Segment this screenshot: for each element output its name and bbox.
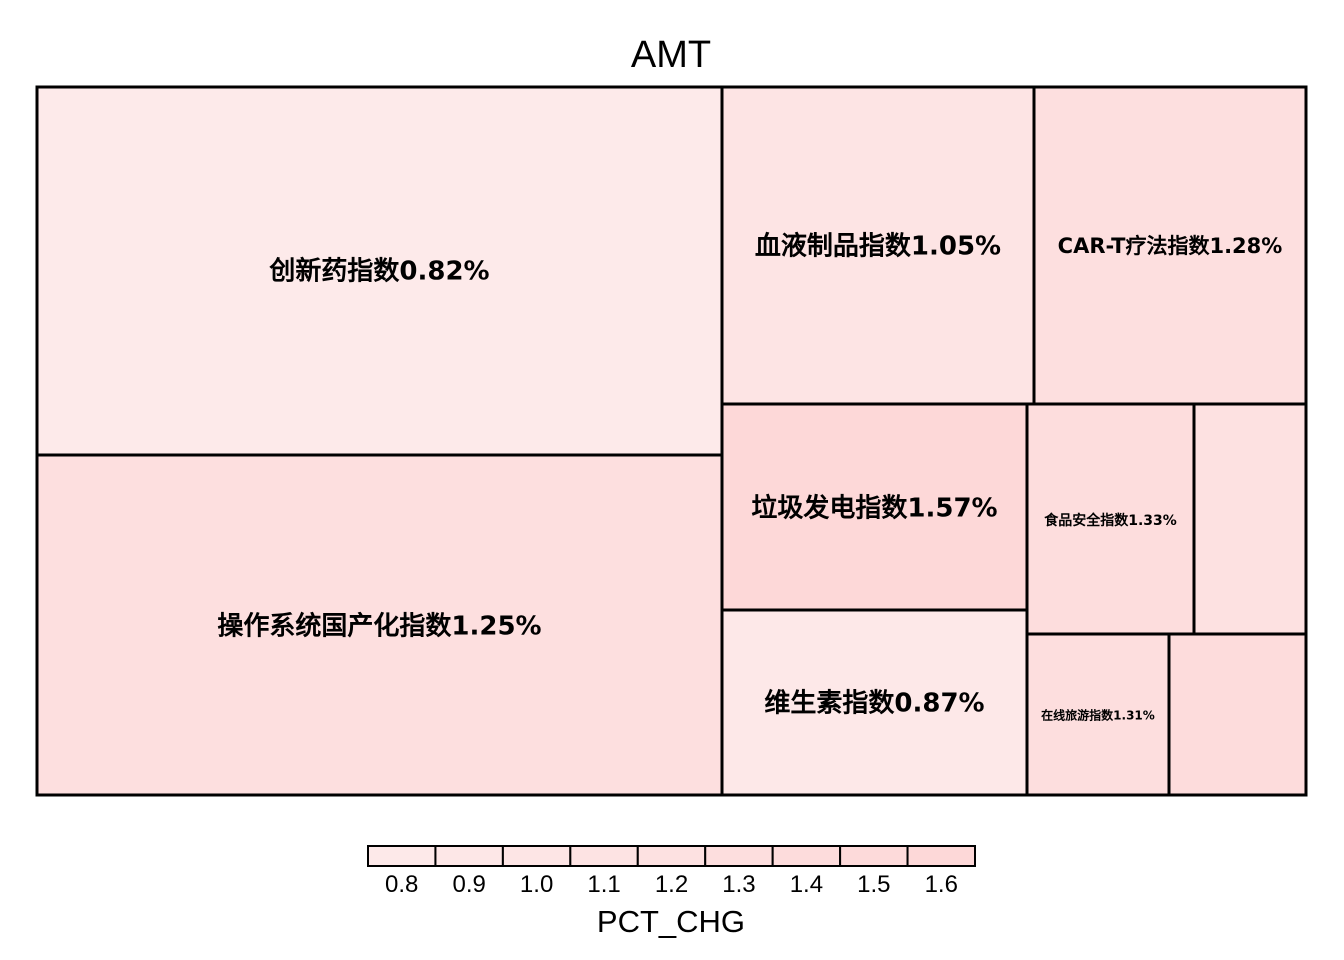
legend-swatch — [771, 845, 842, 867]
legend-swatch — [906, 845, 976, 867]
legend-swatch — [636, 845, 707, 867]
legend: 0.8 0.9 1.0 1.1 1.2 1.3 1.4 1.5 1.6 — [367, 845, 976, 898]
treemap-cell-label: 垃圾发电指数1.57% — [751, 493, 997, 524]
legend-tick-label: 1.1 — [587, 871, 620, 898]
treemap-cell-label: 食品安全指数1.33% — [1044, 512, 1177, 529]
treemap-cell — [35, 453, 724, 797]
legend-tick-label: 0.9 — [452, 871, 485, 898]
legend-tick-label: 1.3 — [722, 871, 755, 898]
treemap-cell — [1032, 85, 1308, 406]
chart-title: AMT — [631, 34, 711, 76]
treemap-cell-label: 在线旅游指数1.31% — [1041, 708, 1155, 723]
treemap-cells: 创新药指数0.82% 操作系统国产化指数1.25% 血液制品指数1.05% CAR-T… — [35, 85, 1308, 797]
legend-tick-label: 1.4 — [790, 871, 823, 898]
treemap-cell — [720, 608, 1029, 797]
legend-swatch — [839, 845, 909, 867]
treemap-cell — [1025, 632, 1171, 797]
legend-swatch — [367, 845, 437, 867]
legend-tick-label: 1.6 — [925, 871, 958, 898]
treemap-cell-label: 血液制品指数1.05% — [755, 232, 1001, 262]
legend-swatch — [569, 845, 639, 867]
treemap-cell — [720, 85, 1036, 406]
treemap-cell-label: 创新药指数0.82% — [268, 256, 489, 287]
legend-tick-label: 1.2 — [655, 871, 688, 898]
treemap-cell-label: CAR-T疗法指数1.28% — [1058, 234, 1283, 258]
treemap-cell — [1192, 402, 1308, 636]
treemap-cell-label: 操作系统国产化指数1.25% — [217, 611, 541, 642]
treemap-cell — [35, 85, 724, 457]
legend-title: PCT_CHG — [597, 904, 745, 939]
treemap-cell — [1167, 632, 1308, 797]
legend-tick-label: 1.5 — [857, 871, 890, 898]
legend-swatch — [434, 845, 504, 867]
legend-tick-label: 1.0 — [520, 871, 553, 898]
legend-tick-label: 0.8 — [385, 871, 418, 898]
treemap-cell — [720, 402, 1029, 612]
legend-swatch — [501, 845, 572, 867]
legend-swatch — [704, 845, 774, 867]
treemap-cell-label: 维生素指数0.87% — [764, 688, 984, 719]
